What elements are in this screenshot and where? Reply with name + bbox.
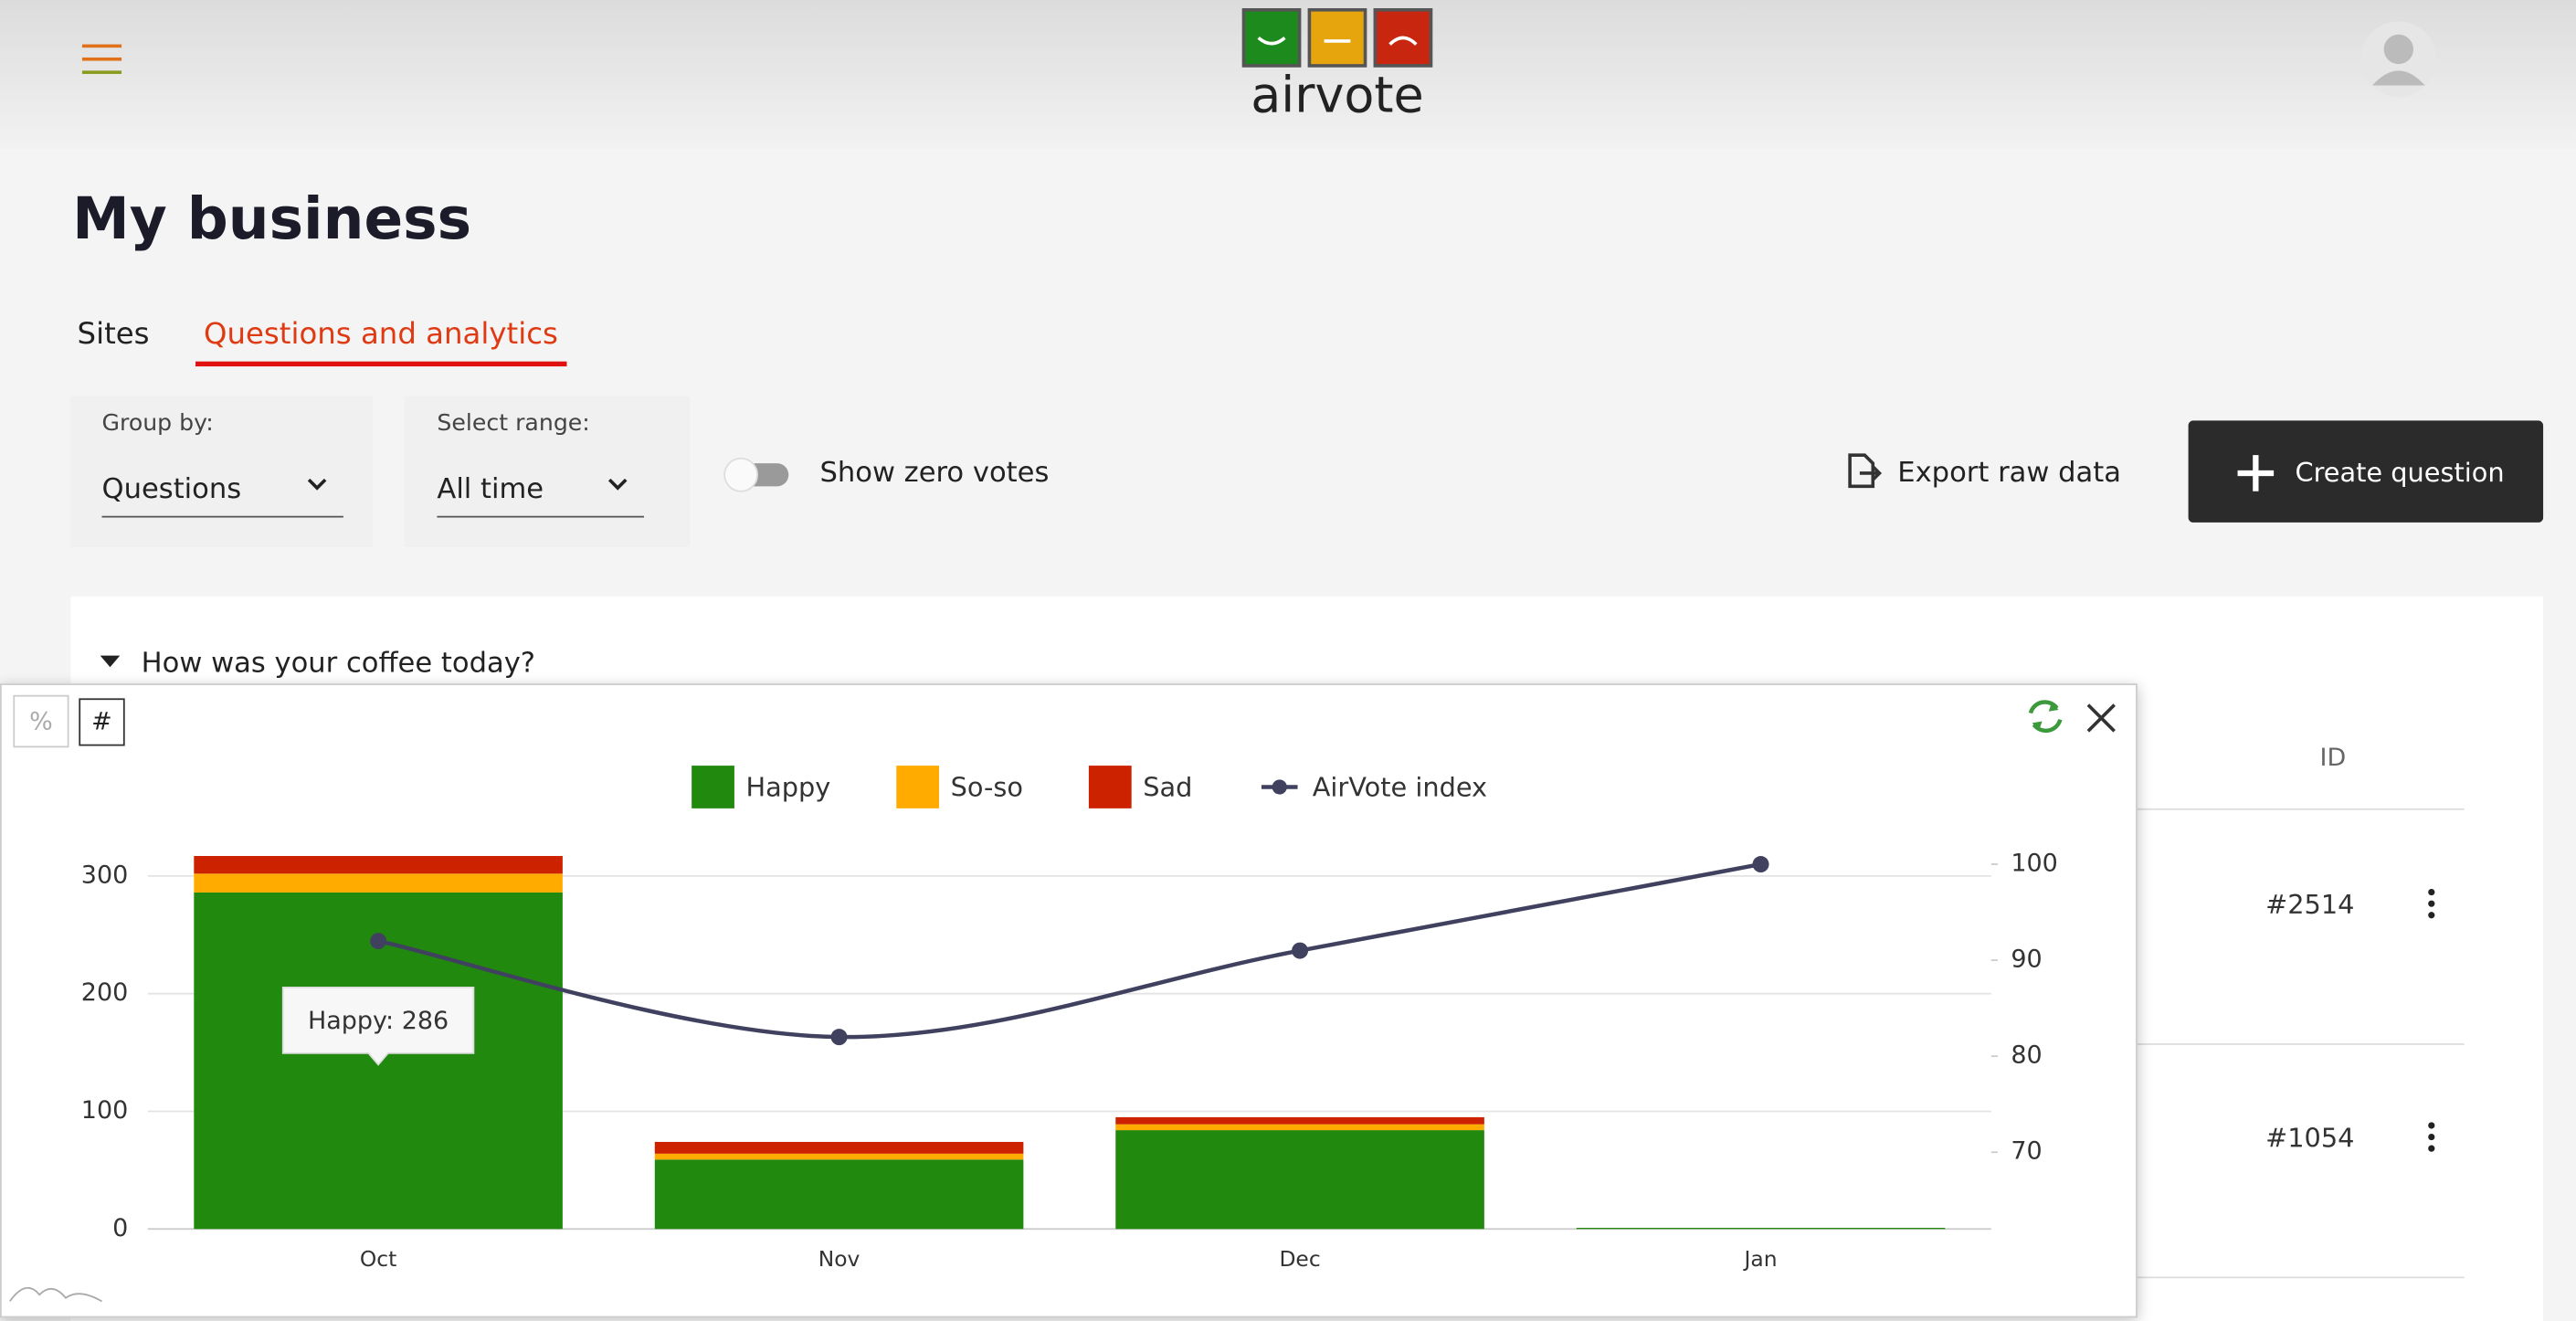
row-divider [2136,1276,2465,1279]
legend-swatch [1088,766,1132,808]
bar-segment [194,873,563,893]
line-point [370,933,387,950]
toggle-label: Show zero votes [819,456,1050,490]
x-tick-label: Jan [1743,1246,1778,1272]
logo-text: airvote [1251,67,1423,124]
legend-label: So-so [951,771,1023,802]
y-tick-label: 200 [81,978,128,1007]
x-tick-label: Oct [360,1246,396,1272]
row-id: #2514 [2265,888,2355,921]
export-button[interactable]: Export raw data [1897,456,2121,490]
tab[interactable]: Sites [77,317,150,352]
row-divider [2136,808,2465,810]
legend-label: Happy [746,771,831,802]
column-header: ID [2319,742,2347,773]
bar-segment [194,855,563,874]
refresh-icon[interactable] [2024,697,2067,736]
logo: airvote [1241,7,1433,124]
bar-segment [1115,1130,1484,1230]
tab-active[interactable]: Questions and analytics [195,317,566,367]
x-tick-label: Dec [1279,1246,1320,1272]
legend-label: AirVote index [1313,771,1487,802]
y2-tick-label: 70 [2011,1137,2042,1166]
page-title: My business [72,187,472,253]
avatar[interactable] [2360,20,2438,99]
navigator-icon [9,1286,102,1303]
tooltip-box [281,986,475,1066]
row-id: #1054 [2265,1122,2355,1154]
question-title[interactable]: How was your coffee today? [141,647,536,681]
bar-segment [1115,1116,1484,1125]
kebab-menu[interactable] [2422,887,2442,920]
filter-box [404,396,691,547]
toggle[interactable] [720,453,796,496]
legend-swatch [692,766,734,808]
y-tick-label: 300 [81,861,128,889]
y-tick-label: 100 [81,1096,128,1125]
caret[interactable] [99,654,121,671]
legend-label: Sad [1143,771,1192,802]
plus-icon [2237,455,2275,491]
legend-marker [1272,779,1287,795]
create-button-label[interactable]: Create question [2295,456,2505,489]
y-tick-label: 0 [112,1214,128,1242]
y2-tick-label: 100 [2011,850,2057,878]
filter-box [70,396,374,547]
dropdown[interactable]: All time [437,473,645,518]
line-point [1752,856,1769,873]
line [377,861,1761,1040]
tooltip-text: Happy: 286 [308,1007,449,1035]
chevron [607,478,628,491]
legend-swatch [896,766,940,808]
bar-segment [654,1141,1024,1154]
x-tick-label: Nov [818,1246,860,1272]
filter-label: Group by: [101,410,214,438]
y2-tick-label: 80 [2011,1041,2042,1070]
line-point [830,1029,848,1046]
menu-icon[interactable] [79,39,124,79]
bar-segment [654,1153,1024,1160]
bar-segment [654,1159,1024,1230]
row-divider [2136,1043,2465,1045]
chevron [307,478,327,491]
percent-toggle[interactable]: % [13,694,69,748]
y2-tick-label: 90 [2011,946,2042,974]
bar-segment [1576,1227,1946,1230]
line-point [1292,942,1309,959]
bar-segment [1115,1124,1484,1131]
kebab-menu[interactable] [2422,1121,2442,1154]
dropdown[interactable]: Questions [101,473,343,518]
count-toggle[interactable]: # [79,698,125,746]
filter-label: Select range: [437,410,590,438]
chart: 0 100 200 300 70 80 90 100 Oct Nov Dec Jan Happy So-s… [81,766,2058,1272]
close-icon[interactable] [2083,700,2119,736]
export-icon[interactable] [1843,452,1883,491]
